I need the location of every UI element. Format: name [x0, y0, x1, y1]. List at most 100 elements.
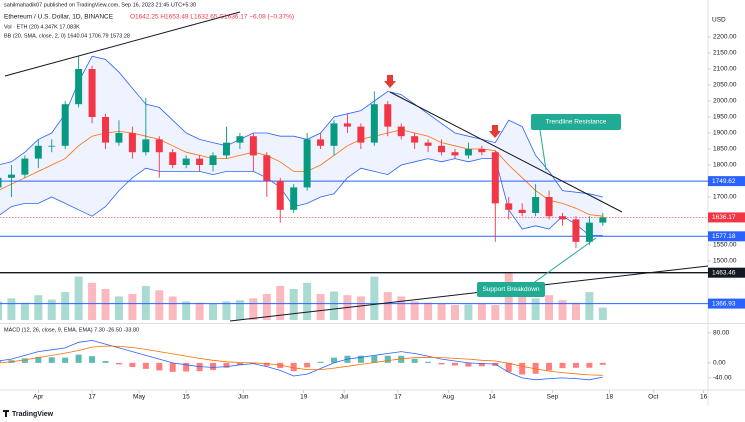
volume-bar	[330, 291, 339, 320]
band-fill	[0, 56, 603, 236]
volume-bar	[397, 296, 406, 320]
volume-bar	[155, 290, 164, 320]
x-tick-label: Apr	[33, 394, 44, 401]
level-label-bg	[708, 298, 745, 309]
macd-histogram-bar	[62, 357, 69, 363]
candle-body	[102, 117, 110, 143]
y-tick-label: 1550.00	[713, 242, 737, 249]
annotation-text: Support Breakdown	[482, 286, 539, 293]
candle-body	[599, 217, 607, 223]
candle-body	[357, 126, 365, 143]
macd-histogram-bar	[236, 362, 243, 366]
ohlc-legend: O1642.25 H1653.49 L1632.65 C1636.17 −6.0…	[130, 14, 294, 21]
candle-body	[317, 139, 325, 146]
volume-bar	[195, 302, 204, 320]
arrow-marker	[489, 125, 501, 138]
volume-bar	[531, 298, 540, 320]
band-upper	[0, 55, 603, 198]
macd-histogram-bar	[263, 362, 270, 366]
candle-body	[128, 133, 136, 153]
candle-body	[169, 152, 177, 165]
level-label-bg	[708, 176, 745, 187]
macd-histogram-bar	[129, 362, 136, 367]
arrow-marker	[384, 75, 396, 88]
candle-body	[559, 216, 567, 220]
annotation-box	[531, 114, 621, 130]
level-label: 1749.62	[712, 178, 736, 185]
candle-body	[276, 181, 284, 210]
y-tick-label: 1900.00	[713, 130, 737, 137]
macd-histogram-bar	[599, 362, 606, 365]
candle-body	[585, 222, 593, 242]
candle-body	[249, 136, 257, 156]
macd-histogram-bar	[304, 362, 311, 368]
volume-bar	[477, 303, 486, 320]
macd-histogram-bar	[519, 362, 526, 375]
macd-histogram-bar	[465, 362, 472, 367]
volume-bar	[7, 298, 16, 320]
volume-bar	[303, 282, 312, 320]
macd-histogram-bar	[169, 362, 176, 372]
x-tick-label: 17	[394, 394, 402, 401]
candle-body	[505, 203, 513, 210]
macd-histogram-bar	[210, 362, 217, 370]
bands-legend: BB (20, SMA, close, 2, 0) 1640.04 1706.7…	[4, 33, 130, 39]
volume-bar	[114, 296, 123, 320]
x-tick-label: 16	[700, 394, 708, 401]
candle-body	[532, 197, 540, 213]
macd-histogram-bar	[586, 362, 593, 368]
volume-bar	[370, 276, 379, 320]
x-tick-label: Aug	[442, 394, 454, 401]
volume-bar	[0, 301, 2, 320]
candle-body	[155, 139, 163, 153]
macd-histogram-bar	[478, 362, 485, 367]
volume-bar	[262, 293, 271, 320]
macd-histogram-bar	[384, 355, 391, 363]
candle-body	[451, 152, 459, 156]
macd-histogram-bar	[48, 357, 55, 363]
candle-body	[572, 219, 580, 242]
volume-bar	[518, 289, 527, 320]
trendline	[4, 11, 241, 77]
candle-body	[263, 155, 271, 181]
macd-histogram-bar	[142, 362, 149, 369]
macd-line	[0, 339, 603, 381]
y-tick-label: 1850.00	[713, 146, 737, 153]
axis-unit: USD	[712, 17, 726, 24]
band-basis	[0, 129, 603, 217]
annotation-text: Trendline Resistance	[546, 119, 607, 126]
x-tick-label: Oct	[648, 394, 658, 401]
volume-bar	[571, 302, 580, 320]
macd-histogram-bar	[505, 362, 512, 372]
macd-histogram-bar	[371, 355, 378, 363]
x-tick-label: 15	[183, 394, 191, 401]
candle-body	[88, 69, 96, 117]
volume-bar	[128, 293, 137, 320]
candle-body	[397, 126, 405, 137]
level-label-bg	[708, 267, 745, 278]
candle-body	[438, 145, 446, 153]
volume-bar	[249, 298, 258, 320]
macd-histogram-bar	[357, 355, 364, 363]
band-lower	[0, 158, 603, 236]
volume-bar	[20, 302, 29, 320]
candle-body	[0, 177, 2, 188]
x-tick-label: Sep	[547, 394, 559, 401]
x-tick-label: 17	[88, 394, 96, 401]
footer-logo: TradingView	[12, 411, 54, 418]
macd-histogram-bar	[559, 362, 566, 369]
bands-layer	[0, 55, 607, 320]
volume-bar	[235, 300, 244, 320]
volume-bar	[464, 304, 473, 320]
y-tick-label: 1700.00	[713, 194, 737, 201]
candle-body	[464, 149, 472, 156]
candle-body	[115, 133, 123, 143]
y-tick-label: 2000.00	[713, 98, 737, 105]
x-tick-label: 19	[300, 394, 308, 401]
candle-body	[142, 139, 150, 153]
y-tick-label: 2100.00	[713, 66, 737, 73]
volume-bar	[424, 302, 433, 320]
volume-legend: Vol · ETH (20) 4.347K 17.083K	[4, 24, 80, 30]
level-label: 1366.93	[712, 300, 736, 307]
